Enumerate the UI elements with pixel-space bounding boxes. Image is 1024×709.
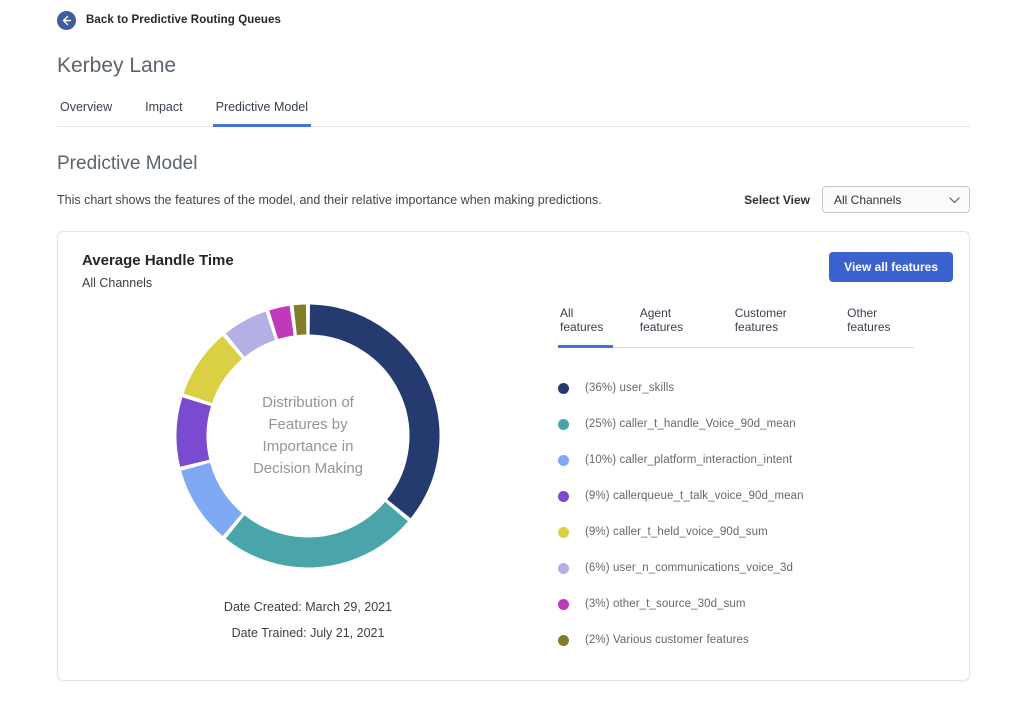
back-arrow-icon xyxy=(57,10,76,30)
card-title-block: Average Handle Time All Channels xyxy=(82,252,234,290)
model-card: Average Handle Time All Channels View al… xyxy=(57,231,970,681)
tab-agent-features[interactable]: Agent features xyxy=(639,306,684,334)
predictive-model-page: Back to Predictive Routing Queues Kerbey… xyxy=(57,10,970,681)
select-view-group: Select View All Channels xyxy=(744,186,970,213)
legend-item: (2%) Various customer features xyxy=(558,622,953,658)
section-row: This chart shows the features of the mod… xyxy=(57,186,970,213)
feature-tab-bar: All features Agent features Customer fea… xyxy=(558,300,914,348)
card-subtitle: All Channels xyxy=(82,276,153,290)
legend-item: (36%) user_skills xyxy=(558,370,953,406)
legend-color-dot xyxy=(558,454,569,466)
legend-label: (10%) caller_platform_interaction_intent xyxy=(585,454,793,466)
tab-other-features[interactable]: Other features xyxy=(847,306,891,334)
legend-column: All features Agent features Customer fea… xyxy=(534,300,953,658)
legend-item: (9%) caller_t_held_voice_90d_sum xyxy=(558,514,953,550)
tab-customer-features[interactable]: Customer features xyxy=(734,306,787,334)
legend-color-dot xyxy=(558,382,569,394)
model-dates: Date Created: March 29, 2021 Date Traine… xyxy=(224,594,392,646)
chart-legend: (36%) user_skills (25%) caller_t_handle_… xyxy=(558,370,953,658)
chevron-down-icon xyxy=(949,193,960,207)
view-all-features-button[interactable]: View all features xyxy=(829,252,953,282)
section-description: This chart shows the features of the mod… xyxy=(57,192,602,207)
card-title: Average Handle Time xyxy=(82,252,234,269)
legend-color-dot xyxy=(558,418,569,430)
legend-item: (10%) caller_platform_interaction_intent xyxy=(558,442,953,478)
legend-color-dot xyxy=(558,562,569,574)
date-trained: Date Trained: July 21, 2021 xyxy=(231,626,385,640)
select-view-label: Select View xyxy=(744,192,810,207)
legend-color-dot xyxy=(558,490,569,502)
select-view-dropdown[interactable]: All Channels xyxy=(822,186,970,213)
card-body: Distribution of Features by Importance i… xyxy=(82,298,953,658)
date-created: Date Created: March 29, 2021 xyxy=(223,600,393,614)
main-tab-bar: Overview Impact Predictive Model xyxy=(57,96,970,127)
chart-column: Distribution of Features by Importance i… xyxy=(82,298,534,658)
legend-label: (9%) caller_t_held_voice_90d_sum xyxy=(585,526,768,538)
donut-chart-wrapper: Distribution of Features by Importance i… xyxy=(176,304,440,568)
select-view-value: All Channels xyxy=(834,192,902,207)
legend-label: (2%) Various customer features xyxy=(585,634,749,646)
legend-color-dot xyxy=(558,634,569,646)
back-link-label: Back to Predictive Routing Queues xyxy=(86,14,282,26)
donut-chart[interactable] xyxy=(176,304,440,568)
tab-overview[interactable]: Overview xyxy=(60,100,113,114)
tab-all-features[interactable]: All features xyxy=(558,300,613,348)
legend-item: (9%) callerqueue_t_talk_voice_90d_mean xyxy=(558,478,953,514)
legend-label: (3%) other_t_source_30d_sum xyxy=(585,598,746,610)
card-header: Average Handle Time All Channels View al… xyxy=(82,252,953,290)
tab-predictive-model[interactable]: Predictive Model xyxy=(212,96,312,127)
legend-label: (6%) user_n_communications_voice_3d xyxy=(585,562,794,574)
section-heading: Predictive Model xyxy=(57,153,198,174)
legend-item: (6%) user_n_communications_voice_3d xyxy=(558,550,953,586)
legend-color-dot xyxy=(558,598,569,610)
legend-label: (9%) callerqueue_t_talk_voice_90d_mean xyxy=(585,490,804,502)
legend-item: (25%) caller_t_handle_Voice_90d_mean xyxy=(558,406,953,442)
legend-color-dot xyxy=(558,526,569,538)
tab-impact[interactable]: Impact xyxy=(145,100,183,114)
legend-label: (25%) caller_t_handle_Voice_90d_mean xyxy=(585,418,796,430)
legend-item: (3%) other_t_source_30d_sum xyxy=(558,586,953,622)
legend-label: (36%) user_skills xyxy=(585,382,675,394)
page-title: Kerbey Lane xyxy=(57,54,177,77)
back-link[interactable]: Back to Predictive Routing Queues xyxy=(57,10,281,30)
